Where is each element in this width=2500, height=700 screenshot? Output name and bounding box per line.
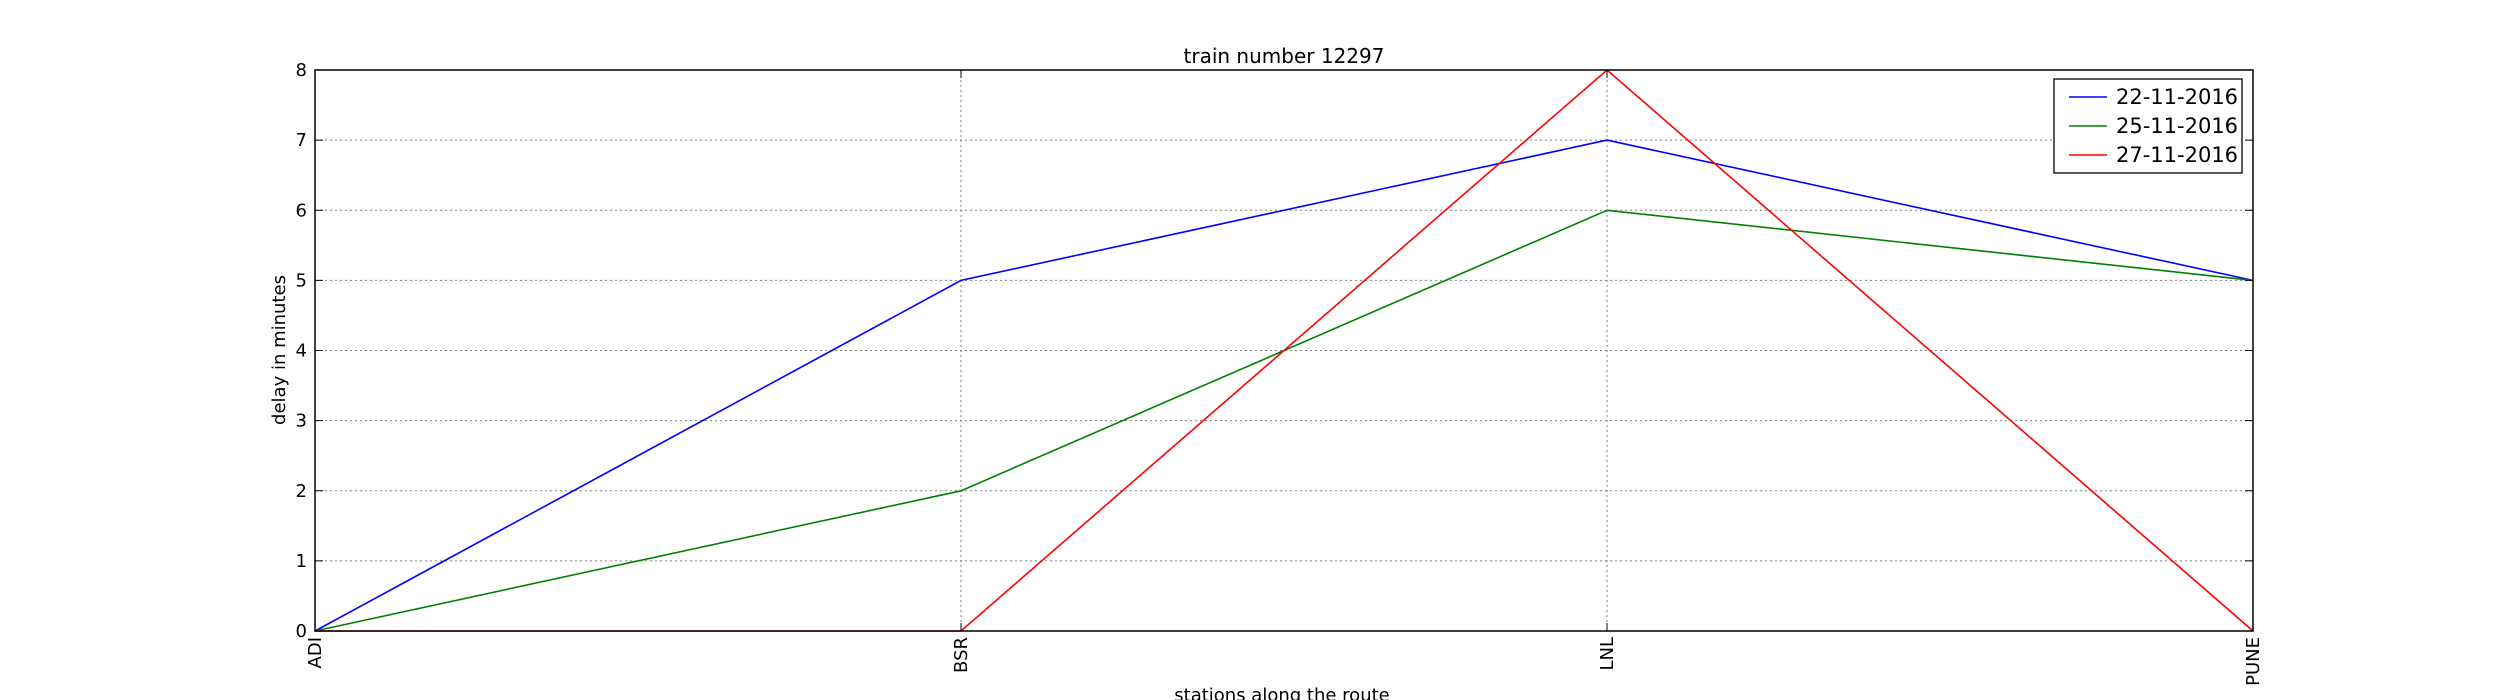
legend: 22-11-2016 25-11-2016 27-11-2016 <box>2053 78 2243 174</box>
chart-title: train number 12297 <box>1184 44 1385 68</box>
y-tick-label: 6 <box>296 200 307 221</box>
legend-label-25-11-2016: 25-11-2016 <box>2116 114 2238 138</box>
legend-label-22-11-2016: 22-11-2016 <box>2116 85 2238 109</box>
y-tick-label: 8 <box>296 60 307 81</box>
x-tick-label-adi: ADI <box>305 637 326 668</box>
series-line-22-11-2016 <box>314 139 2254 632</box>
axis-ticks: 0 1 2 3 4 5 6 7 8 ADI BSR LNL PUNE <box>296 60 2264 686</box>
y-tick-label: 2 <box>296 481 307 502</box>
x-tick-label-bsr: BSR <box>951 637 972 673</box>
y-tick-label: 0 <box>296 621 307 642</box>
y-tick-label: 5 <box>296 270 307 291</box>
y-tick-label: 1 <box>296 551 307 572</box>
y-tick-label: 4 <box>296 341 307 362</box>
legend-label-27-11-2016: 27-11-2016 <box>2116 143 2238 167</box>
x-tick-label-pune: PUNE <box>2243 637 2264 686</box>
x-tick-label-lnl: LNL <box>1597 637 1618 671</box>
x-axis-label: stations along the route <box>1174 685 1389 700</box>
y-tick-label: 3 <box>296 411 307 432</box>
y-tick-label: 7 <box>296 130 307 151</box>
y-axis-label: delay in minutes <box>269 275 290 425</box>
